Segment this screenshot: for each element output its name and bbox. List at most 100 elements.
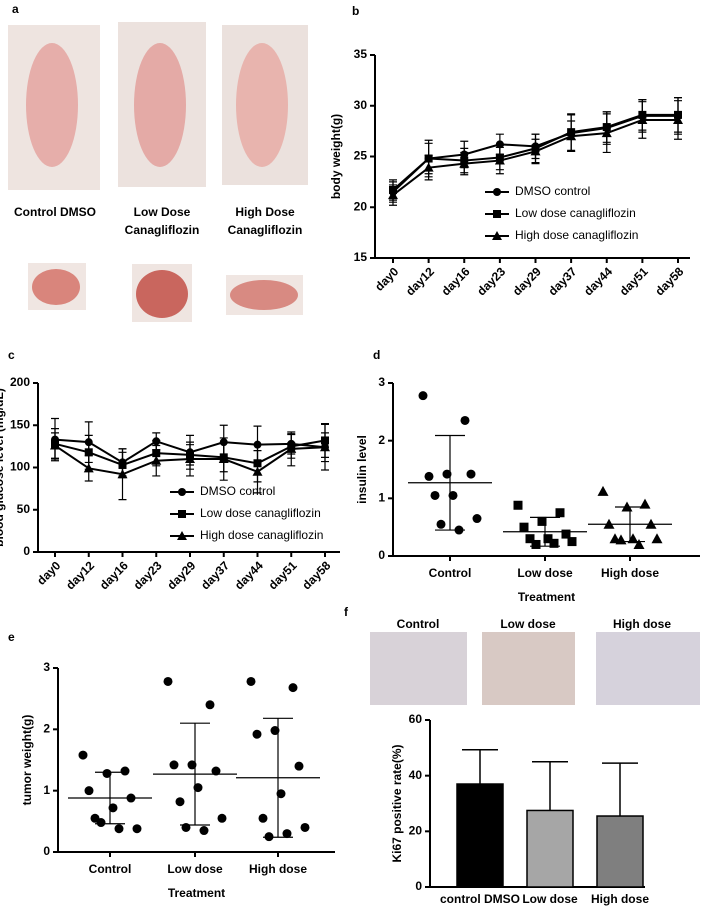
micrograph	[596, 632, 700, 705]
legend-label: Low dose canagliflozin	[515, 206, 636, 220]
marker	[178, 510, 186, 518]
marker	[205, 700, 215, 710]
tumor	[136, 270, 188, 318]
mouse	[236, 43, 288, 167]
mouse	[26, 43, 78, 167]
marker	[252, 466, 263, 476]
x-tick-label: Low dose	[167, 862, 223, 876]
marker	[120, 766, 130, 776]
mouse	[134, 43, 186, 167]
photo-caption: High Dose	[235, 205, 295, 219]
marker	[448, 490, 458, 500]
sd-bar	[180, 722, 210, 826]
marker	[185, 454, 195, 464]
marker	[282, 829, 292, 839]
y-tick-label: 50	[17, 502, 31, 516]
x-tick-label: High dose	[591, 892, 649, 906]
marker	[50, 440, 60, 450]
y-axis-title: blood glucose level (mg/dL)	[0, 388, 6, 547]
legend-label: High dose canagliflozin	[200, 528, 323, 542]
bar	[526, 809, 574, 888]
y-tick-label: 20	[409, 824, 423, 838]
marker	[181, 822, 191, 832]
marker	[673, 114, 683, 124]
marker	[472, 514, 482, 524]
x-tick-label: day12	[403, 264, 437, 298]
x-axis-title: Treatment	[518, 590, 575, 604]
y-tick-label: 25	[354, 149, 368, 163]
photo-caption: Canagliflozin	[228, 223, 303, 237]
error-bar	[602, 762, 638, 817]
marker	[175, 797, 185, 807]
marker	[637, 114, 648, 124]
marker	[83, 463, 94, 473]
marker	[459, 158, 470, 168]
y-tick-label: 100	[10, 460, 30, 474]
marker	[264, 832, 274, 842]
y-tick-label: 0	[415, 879, 422, 893]
marker	[549, 538, 559, 548]
marker	[525, 534, 535, 544]
y-tick-label: 0	[43, 844, 50, 858]
y-tick-label: 3	[43, 660, 50, 674]
error-bar	[462, 749, 498, 785]
sd-bar	[435, 434, 465, 531]
photo-caption: Control DMSO	[14, 205, 96, 219]
panel-label: c	[8, 348, 15, 362]
x-tick-label: Control	[429, 566, 472, 580]
x-tick-label: day51	[617, 264, 651, 298]
y-tick-label: 0	[23, 544, 30, 558]
y-tick-label: 3	[378, 375, 385, 389]
marker	[246, 676, 256, 686]
marker	[294, 761, 304, 771]
marker	[494, 155, 505, 165]
x-tick-label: day29	[510, 264, 544, 298]
y-tick-label: 15	[354, 250, 368, 264]
x-tick-label: day16	[97, 558, 131, 592]
panel-label: b	[352, 4, 359, 18]
tumor	[230, 280, 298, 310]
legend-label: Low dose canagliflozin	[200, 506, 321, 520]
marker	[543, 534, 553, 544]
photo-caption: Canagliflozin	[125, 223, 200, 237]
marker	[466, 469, 476, 479]
x-tick-label: day0	[372, 264, 401, 293]
marker	[258, 813, 268, 823]
marker	[276, 789, 286, 799]
x-tick-label: day44	[232, 558, 266, 592]
marker	[193, 783, 203, 793]
x-tick-label: day12	[63, 558, 97, 592]
marker	[519, 522, 529, 532]
error-bar	[532, 761, 568, 811]
marker	[388, 190, 398, 200]
x-tick-label: day51	[266, 558, 300, 592]
marker	[430, 490, 440, 500]
marker	[423, 162, 434, 172]
panel-label: d	[373, 348, 380, 362]
y-tick-label: 1	[43, 783, 50, 797]
marker	[495, 140, 504, 149]
bar	[456, 783, 504, 888]
marker	[601, 128, 612, 138]
y-tick-label: 30	[354, 98, 368, 112]
marker	[199, 826, 209, 836]
marker	[252, 729, 262, 739]
marker	[117, 469, 128, 479]
x-tick-label: day16	[439, 264, 473, 298]
x-tick-label: day37	[546, 264, 580, 298]
marker	[187, 760, 197, 770]
x-tick-label: Control	[89, 862, 132, 876]
marker	[102, 768, 112, 778]
marker	[537, 516, 547, 526]
tumor	[32, 269, 80, 305]
marker	[78, 750, 88, 760]
y-tick-label: 35	[354, 47, 368, 61]
image-label: Low dose	[500, 617, 556, 631]
marker	[567, 537, 577, 547]
y-tick-label: 0	[378, 548, 385, 562]
image-label: Control	[397, 617, 440, 631]
marker	[84, 786, 94, 796]
marker	[300, 822, 310, 832]
micrograph	[482, 632, 575, 705]
